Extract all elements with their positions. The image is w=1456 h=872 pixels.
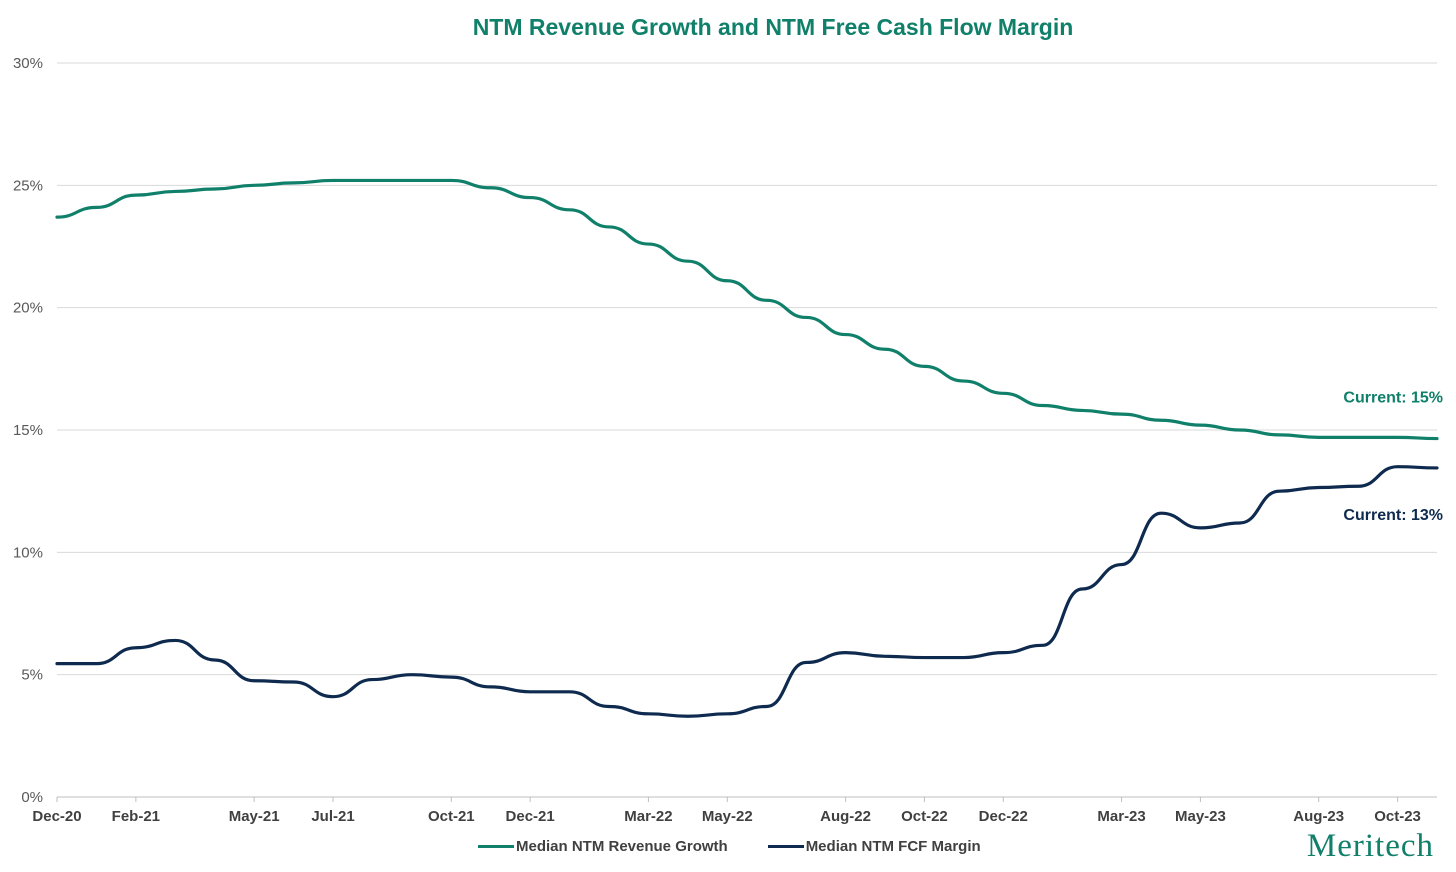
series-line-revenue-growth [55,178,1439,441]
legend-item-fcf-margin: Median NTM FCF Margin [767,838,981,855]
y-tick-label: 15% [13,422,43,439]
x-tick-label: Mar-23 [1097,808,1145,825]
x-tick-label: Oct-21 [428,808,475,825]
x-tick-label: Mar-22 [624,808,672,825]
x-tick-label: Aug-22 [820,808,871,825]
x-tick-label: May-22 [702,808,753,825]
legend-item-revenue-growth: Median NTM Revenue Growth [478,838,728,855]
y-tick-label: 5% [21,667,43,684]
series-line-fcf-margin [55,465,1439,718]
y-tick-label: 25% [13,177,43,194]
legend-swatch-fcf-margin [767,845,804,848]
brand-logo: Meritech [1306,828,1434,864]
y-tick-label: 10% [13,544,43,561]
x-tick-label: Aug-23 [1293,808,1344,825]
y-tick-label: 30% [13,55,43,72]
y-tick-label: 0% [21,789,43,806]
chart-title: NTM Revenue Growth and NTM Free Cash Flo… [472,14,1074,40]
x-tick-label: Oct-22 [901,808,948,825]
x-tick-label: Dec-20 [32,808,81,825]
x-tick-label: Oct-23 [1374,808,1421,825]
x-tick-label: Feb-21 [112,808,160,825]
x-tick-label: Dec-21 [506,808,555,825]
x-tick-label: May-21 [229,808,280,825]
annotation-current-fcf-margin: Current: 13% [1343,507,1443,524]
x-tick-label: Jul-21 [311,808,354,825]
legend-label-fcf-margin: Median NTM FCF Margin [805,838,981,855]
legend-swatch-revenue-growth [478,845,514,848]
legend-label-revenue-growth: Median NTM Revenue Growth [516,838,728,855]
x-tick-label: May-23 [1175,808,1226,825]
x-tick-label: Dec-22 [979,808,1028,825]
y-tick-label: 20% [13,300,43,317]
annotation-current-revenue-growth: Current: 15% [1343,390,1443,407]
chart-legend: Median NTM Revenue Growth Median NTM FCF… [478,838,981,855]
